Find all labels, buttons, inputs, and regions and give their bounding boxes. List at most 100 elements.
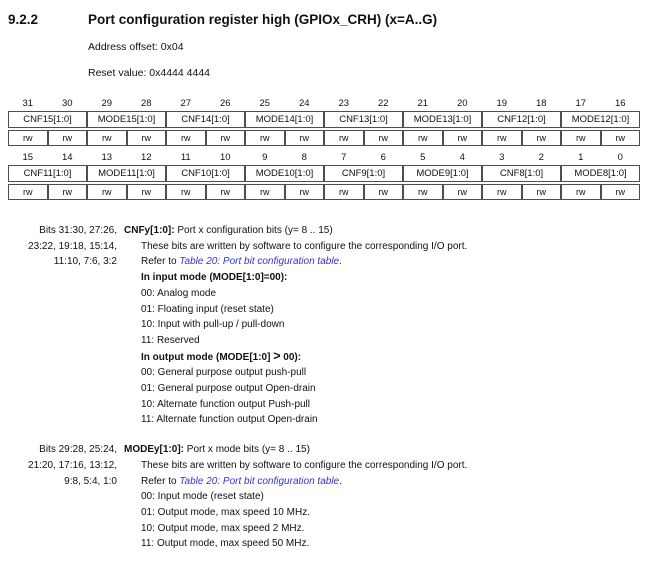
address-offset-line: Address offset: 0x04 [88,41,184,53]
bitfield-name: CNF9[1:0] [324,165,403,182]
access-type: rw [87,184,127,200]
field-description-body: These bits are written by software to co… [124,239,647,428]
bit-numbers-row: 31 30 29 28 27 26 25 24 23 22 21 20 19 18 17 16 [8,96,640,109]
bit-number: 25 [259,98,271,109]
refer-line: Refer to Table 20: Port bit configuratio… [141,254,647,270]
bit-number: 13 [101,152,113,163]
bit-number: 10 [219,152,231,163]
table-20-link[interactable]: Table 20: Port bit configuration table [179,256,340,268]
bit-number: 17 [575,98,587,109]
bit-number: 3 [499,152,505,163]
description-line: 11: Output mode, max speed 50 MHz. [141,538,310,550]
access-type: rw [600,130,640,146]
bit-number: 31 [22,98,34,109]
bitfield-row: CNF15[1:0] MODE15[1:0] CNF14[1:0] MODE14[1:… [8,111,640,128]
description-line: 00: General purpose output push-pull [141,367,307,379]
bit-number: 6 [380,152,386,163]
field-description: CNFy[1:0]: Port x configuration bits (y=… [124,223,647,428]
bitfield-name: MODE8[1:0] [561,165,640,182]
bit-number: 27 [180,98,192,109]
access-type: rw [126,184,166,200]
bits-range-line: 21:20, 17:16, 13:12, [28,459,117,471]
field-name: CNFy[1:0]: [124,225,175,236]
refer-line: Refer to Table 20: Port bit configuratio… [141,474,647,490]
description-line: 00: Input mode (reset state) [141,491,264,503]
access-type: rw [561,184,601,200]
access-type: rw [205,184,245,200]
description-line: 10: Alternate function output Push-pull [141,398,311,410]
access-type: rw [482,184,522,200]
bit-number: 14 [61,152,73,163]
access-type: rw [47,130,87,146]
bit-number: 7 [341,152,347,163]
access-type: rw [403,130,443,146]
refer-prefix: Refer to [141,256,180,268]
bit-number: 23 [338,98,350,109]
bit-number: 15 [22,152,34,163]
bit-number: 12 [140,152,152,163]
field-name: MODEy[1:0]: [124,444,185,456]
access-type: rw [8,130,48,146]
bits-range-line: Bits 31:30, 27:26, [39,225,117,236]
description-line: 01: General purpose output Open-drain [141,383,316,395]
bit-number: 24 [298,98,310,109]
access-type: rw [442,130,482,146]
access-type: rw [403,184,443,200]
bit-number: 1 [578,152,584,163]
mode-bits-description: Bits 29:28, 25:24, 21:20, 17:16, 13:12, … [8,442,647,552]
bit-number: 2 [538,152,544,163]
access-type: rw [205,130,245,146]
bit-number: 26 [219,98,231,109]
cnf-bits-description: Bits 31:30, 27:26, 23:22, 19:18, 15:14, … [8,223,647,428]
access-type: rw [284,130,324,146]
description-line: 01: Output mode, max speed 10 MHz. [141,506,310,518]
bitfield-name: MODE14[1:0] [245,111,324,128]
bitfield-name: CNF13[1:0] [324,111,403,128]
bit-number: 30 [61,98,73,109]
bitfield-row: CNF11[1:0] MODE11[1:0] CNF10[1:0] MODE10[1:… [8,165,640,182]
access-row: rw rw rw rw rw rw rw rw rw rw rw rw rw rw rw rw [8,130,640,146]
register-table-bits-31-16: 31 30 29 28 27 26 25 24 23 22 21 20 19 18 17 16 CNF15[1… [8,94,640,148]
section-heading: 9.2.2 Port configuration register high (… [8,12,647,27]
access-type: rw [442,184,482,200]
access-type: rw [600,184,640,200]
bit-number: 4 [459,152,465,163]
description-line: 11: Reserved [141,334,200,346]
field-definition-line: CNFy[1:0]: Port x configuration bits (y=… [124,223,647,239]
description-line: These bits are written by software to co… [141,240,468,252]
bit-numbers-row: 15 14 13 12 11 10 9 8 7 6 5 4 3 2 1 0 [8,150,640,163]
field-description-body: These bits are written by software to co… [124,458,647,552]
register-diagram: 31 30 29 28 27 26 25 24 23 22 21 20 19 18 17 16 CNF15[1… [8,94,647,202]
bitfield-name: CNF12[1:0] [482,111,561,128]
access-type: rw [166,130,206,146]
bit-number: 9 [262,152,268,163]
bit-number: 29 [101,98,113,109]
description-line: 10: Input with pull-up / pull-down [141,319,285,331]
bitfield-name: MODE11[1:0] [87,165,166,182]
bit-number: 19 [496,98,508,109]
refer-prefix: Refer to [141,475,180,487]
register-table-bits-15-0: 15 14 13 12 11 10 9 8 7 6 5 4 3 2 1 0 CNF11[1:0] MODE11[… [8,148,640,202]
field-summary: Port x configuration bits (y= 8 .. 15) [174,225,333,236]
description-line: These bits are written by software to co… [141,459,468,471]
field-definition-line: MODEy[1:0]: Port x mode bits (y= 8 .. 15… [124,442,647,458]
bit-number: 22 [377,98,389,109]
mode-condition-heading: In input mode (MODE[1:0]=00): [141,272,288,284]
access-type: rw [87,130,127,146]
access-type: rw [561,130,601,146]
bitfield-name: CNF8[1:0] [482,165,561,182]
bitfield-name: CNF10[1:0] [166,165,245,182]
bit-number: 21 [417,98,429,109]
bits-range-line: 23:22, 19:18, 15:14, [28,240,117,252]
bitfield-name: MODE10[1:0] [245,165,324,182]
bitfield-name: CNF14[1:0] [166,111,245,128]
refer-suffix: . [339,475,342,487]
bit-number: 8 [301,152,307,163]
access-type: rw [126,130,166,146]
bits-range-label: Bits 31:30, 27:26, 23:22, 19:18, 15:14, … [8,223,117,428]
bit-number: 18 [535,98,547,109]
bits-range-line: Bits 29:28, 25:24, [39,444,117,456]
bitfield-name: MODE15[1:0] [87,111,166,128]
table-20-link[interactable]: Table 20: Port bit configuration table [179,475,340,487]
reset-value-line: Reset value: 0x4444 4444 [88,67,211,79]
